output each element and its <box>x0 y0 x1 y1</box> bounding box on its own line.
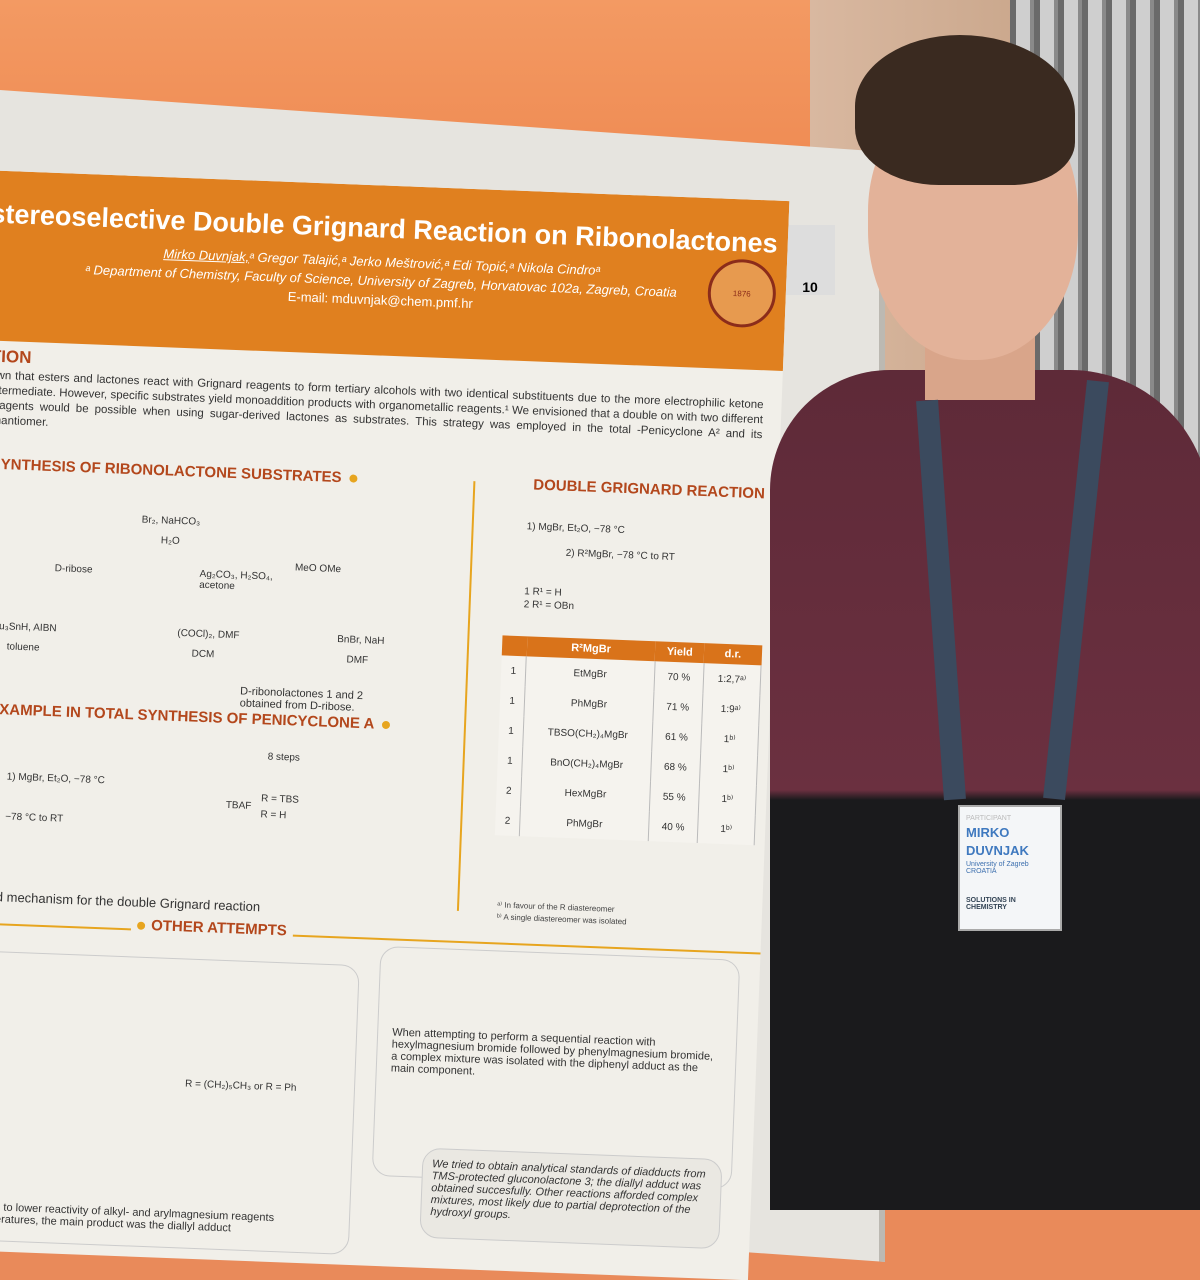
label-d-ribose: D-ribose <box>54 563 93 576</box>
substrate-2: 2 R¹ = OBn <box>523 599 575 613</box>
person-sweater <box>770 370 1200 1210</box>
reagent-bnbr: BnBr, NaH <box>337 634 385 647</box>
reagent-dmp: MeO OMe <box>294 562 342 576</box>
reagent-br2: Br₂, NaHCO₃ <box>141 514 201 528</box>
label-8-steps: 8 steps <box>267 751 301 764</box>
condition-2: 2) R²MgBr, −78 °C to RT <box>565 547 675 563</box>
badge-country: CROATIA <box>966 868 997 875</box>
mechanism-caption: sed mechanism for the double Grignard re… <box>0 888 261 915</box>
section-other-attempts: OTHER ATTEMPTS <box>130 916 294 940</box>
label-r-h: R = H <box>260 809 287 822</box>
reagent-h2o: H₂O <box>160 535 180 547</box>
divider <box>0 921 761 955</box>
badge-first-name: MIRKO <box>966 825 1010 840</box>
reagent-toluene: toluene <box>6 641 40 654</box>
name-badge: PARTICIPANT MIRKO DUVNJAK University of … <box>958 805 1062 931</box>
poster-header: Diastereoselective Double Grignard React… <box>0 170 790 371</box>
table-note-a: ᵃ⁾ In favour of the R diastereomer <box>496 900 615 914</box>
divider <box>456 481 476 911</box>
attempt-text-2: We tried to obtain analytical standards … <box>430 1158 706 1222</box>
reagent-dmf: DMF <box>346 654 369 667</box>
section-double-grignard: DOUBLE GRIGNARD REACTION <box>532 476 766 503</box>
scientific-poster: Diastereoselective Double Grignard React… <box>0 170 790 1280</box>
reagent-ag: Ag₂CO₃, H₂SO₄, acetone <box>199 568 273 593</box>
reagent-cocl: (COCl)₂, DMF <box>177 627 240 642</box>
badge-university: University of Zagreb <box>966 861 1029 868</box>
condition-1: 1) MgBr, Et₂O, −78 °C <box>526 521 626 537</box>
badge-last-name: DUVNJAK <box>966 843 1029 858</box>
reagent-dcm: DCM <box>191 648 215 661</box>
lead-author: Mirko Duvnjak, <box>163 246 250 265</box>
results-table: R²MgBr Yield d.r. 1 EtMgBr 70 % 1:2,7ᵃ⁾ 1 PhMg… <box>494 635 763 846</box>
example-temp: −78 °C to RT <box>4 811 64 825</box>
example-condition-1: 1) MgBr, Et₂O, −78 °C <box>6 771 106 787</box>
table-note-b: ᵇ⁾ A single diastereomer was isolated <box>496 912 627 927</box>
label-r-tbs: R = TBS <box>260 793 300 806</box>
board-number-sign: 10 <box>785 225 835 295</box>
badge-event-logo: SOLUTIONS IN CHEMISTRY <box>966 897 1016 911</box>
reagent-bu3snh: Bu₃SnH, AIBN <box>0 620 57 635</box>
label-tbaf: TBAF <box>225 799 252 812</box>
section-synthesis: SYNTHESIS OF RIBONOLACTONE SUBSTRATES <box>0 456 358 487</box>
person-hair <box>855 35 1075 185</box>
substrate-1: 1 R¹ = H <box>524 586 562 599</box>
badge-role: PARTICIPANT <box>966 815 1012 822</box>
